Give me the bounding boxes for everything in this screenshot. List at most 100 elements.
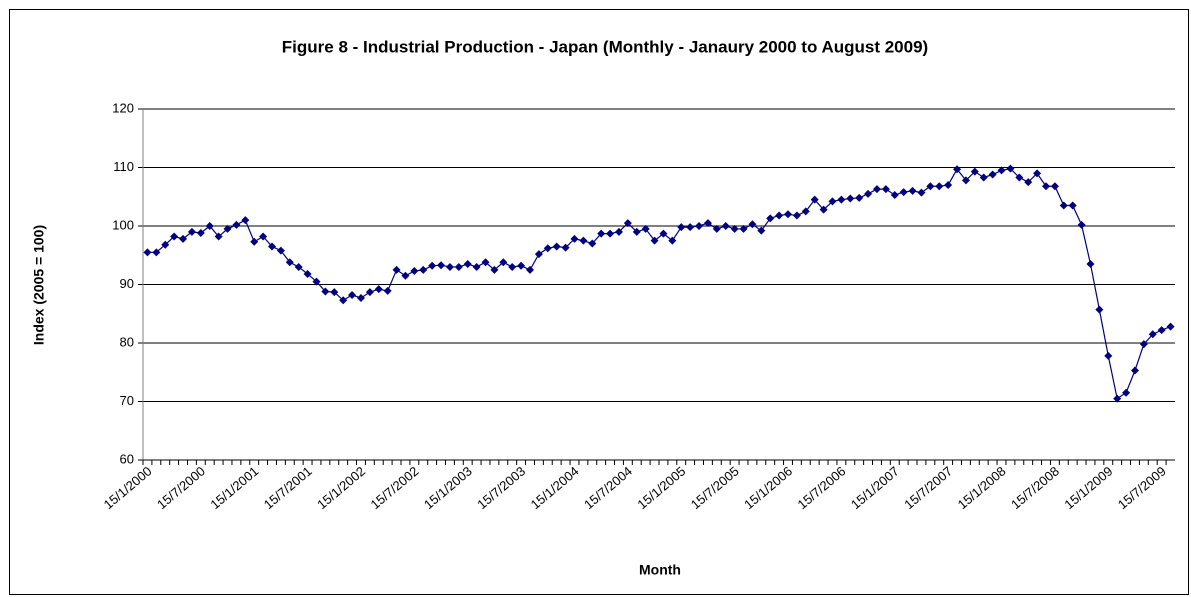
data-point (730, 224, 739, 233)
data-point (312, 277, 321, 286)
data-point (908, 186, 917, 195)
data-point (463, 260, 472, 269)
data-point (179, 234, 188, 243)
data-point (383, 286, 392, 295)
data-point (819, 205, 828, 214)
data-point (365, 288, 374, 297)
data-point (775, 211, 784, 220)
data-point (1059, 201, 1068, 210)
data-point (650, 236, 659, 245)
data-point (944, 181, 953, 190)
data-point (810, 195, 819, 204)
data-point (1024, 178, 1033, 187)
y-tick-label: 60 (120, 451, 134, 466)
data-point (143, 248, 152, 257)
data-point (187, 227, 196, 236)
data-point (232, 220, 241, 229)
data-point (1113, 394, 1122, 403)
y-tick-label: 80 (120, 334, 134, 349)
data-point (686, 223, 695, 232)
data-point (205, 222, 214, 230)
data-point (526, 265, 534, 274)
data-point (356, 293, 365, 302)
data-point (517, 261, 526, 270)
data-point (846, 194, 855, 203)
data-point (784, 210, 792, 219)
data-point (534, 250, 543, 259)
y-tick-label: 120 (112, 100, 134, 115)
data-point (321, 287, 330, 296)
data-point (597, 229, 606, 238)
data-point (419, 265, 428, 274)
data-point (374, 285, 383, 294)
data-point (721, 222, 730, 230)
data-point (997, 166, 1006, 175)
data-point (606, 229, 615, 238)
data-point (899, 188, 908, 197)
data-point (472, 262, 481, 271)
data-point (766, 214, 775, 223)
data-point (632, 227, 641, 236)
data-point (926, 182, 935, 191)
data-point (872, 185, 881, 194)
data-point (276, 246, 285, 255)
data-point (285, 258, 294, 267)
data-point (1050, 182, 1059, 191)
data-point (214, 232, 223, 241)
data-point (917, 188, 926, 197)
data-point (970, 167, 979, 176)
data-point (864, 189, 873, 198)
data-point (1033, 169, 1042, 178)
data-point (454, 262, 463, 271)
data-point (988, 170, 997, 179)
data-point (223, 224, 232, 233)
data-point (259, 232, 268, 241)
data-point (1157, 326, 1166, 335)
data-point (881, 185, 890, 194)
data-point (170, 232, 179, 241)
data-point (668, 236, 677, 245)
data-point (1166, 322, 1175, 331)
data-point (695, 222, 704, 230)
data-point (437, 261, 446, 270)
data-point (979, 173, 988, 182)
data-point (499, 258, 508, 267)
data-point (152, 248, 161, 257)
y-tick-label: 100 (112, 217, 134, 232)
data-point (1122, 388, 1131, 397)
data-point (623, 219, 632, 228)
data-point (1077, 220, 1086, 229)
data-point (428, 261, 437, 270)
data-point (712, 224, 721, 233)
data-point (392, 265, 401, 274)
data-point (1086, 260, 1095, 269)
data-point (659, 229, 668, 238)
data-point (828, 197, 837, 206)
data-point (1104, 351, 1113, 360)
data-point (1068, 201, 1077, 210)
data-point (294, 262, 303, 271)
y-axis-label: Index (2005 = 100) (31, 225, 47, 345)
data-point (1148, 330, 1157, 339)
data-point (748, 220, 757, 229)
data-point (739, 224, 748, 233)
y-tick-label: 110 (113, 159, 134, 174)
data-point (757, 226, 766, 235)
data-point (561, 243, 570, 252)
data-point (890, 190, 899, 199)
data-point (401, 271, 410, 280)
data-point (161, 240, 170, 249)
data-point (196, 229, 205, 238)
data-point (543, 244, 552, 253)
data-point (330, 288, 339, 297)
data-point (490, 265, 499, 274)
y-tick-label: 70 (120, 393, 134, 408)
data-point (1015, 173, 1024, 182)
data-point (570, 234, 579, 243)
data-point (508, 262, 517, 271)
data-point (1006, 164, 1015, 173)
data-point (579, 236, 588, 245)
data-point (241, 216, 250, 225)
data-point (935, 182, 944, 191)
